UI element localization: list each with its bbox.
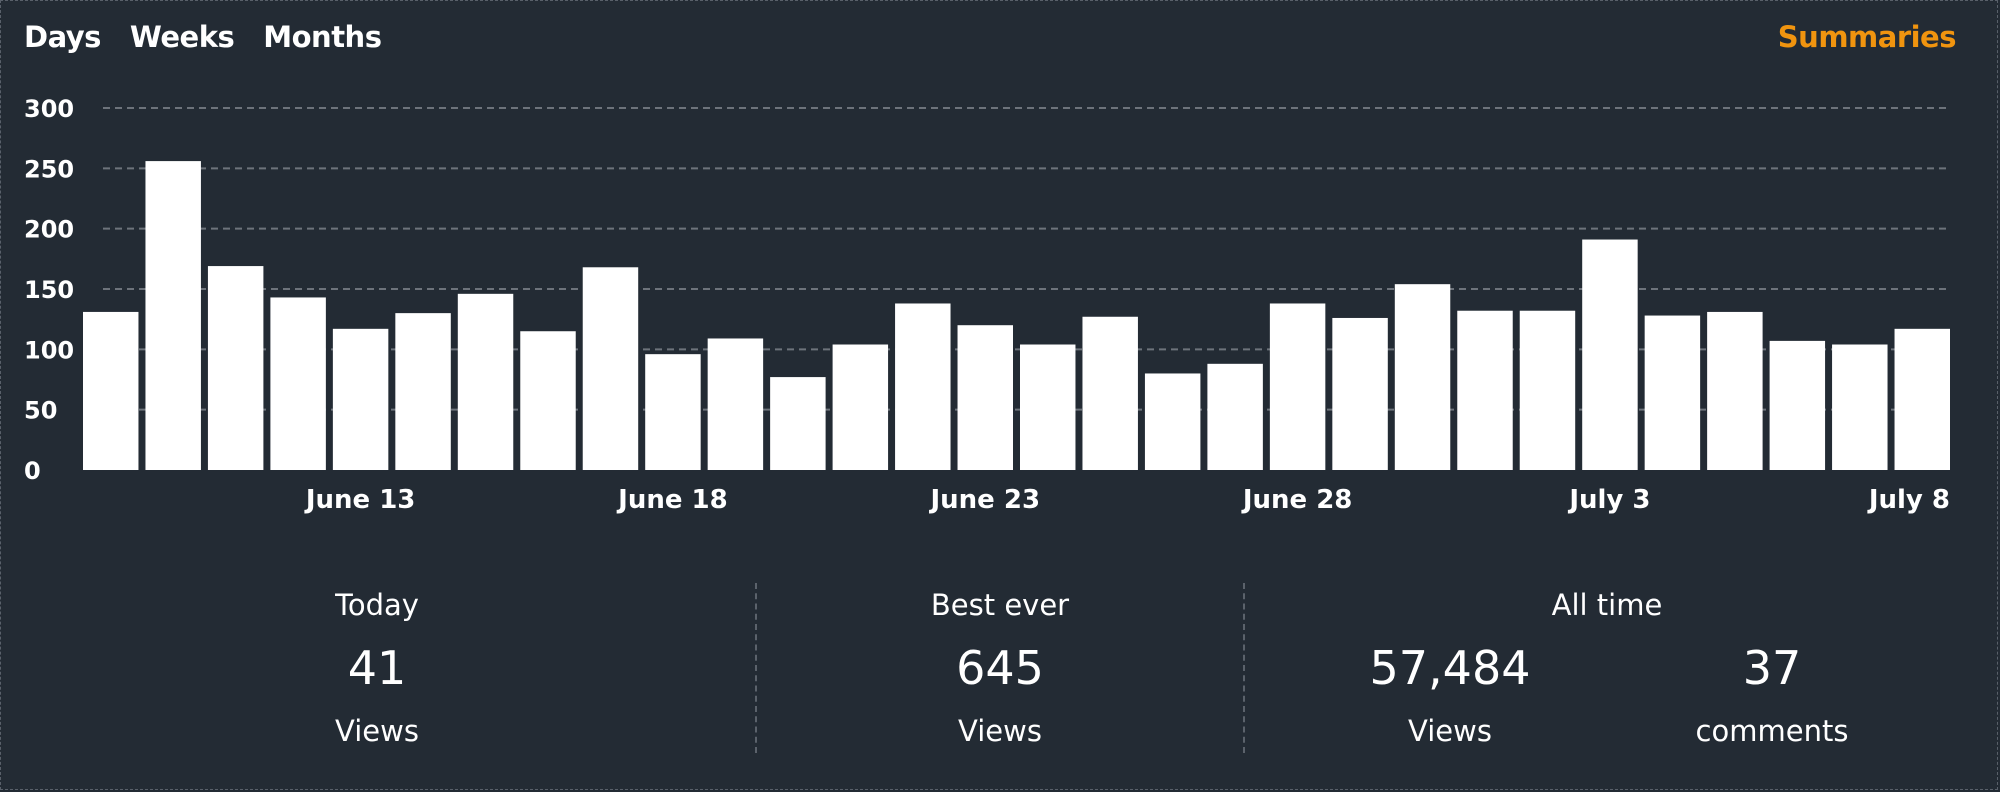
y-tick-label: 250: [24, 155, 74, 183]
bar[interactable]: [1582, 239, 1638, 470]
bar[interactable]: [1457, 310, 1513, 470]
bar[interactable]: [1144, 373, 1201, 470]
bar[interactable]: [207, 266, 264, 470]
views-bar-chart: 0 50 100 150 200 250 300 June 13 June 18 June 23…: [24, 95, 1950, 515]
x-tick-label: June 23: [928, 485, 1040, 515]
stat-all-time-comments-unit: comments: [1695, 714, 1849, 748]
x-tick-label: July 3: [1567, 485, 1650, 515]
bar[interactable]: [1020, 344, 1076, 470]
stat-best-unit: Views: [958, 714, 1042, 748]
stat-best-label: Best ever: [930, 588, 1070, 622]
bar[interactable]: [1644, 315, 1701, 470]
bar[interactable]: [1769, 340, 1826, 470]
bar[interactable]: [1394, 284, 1451, 470]
x-tick-label: July 8: [1867, 485, 1950, 515]
y-tick-label: 300: [24, 95, 74, 123]
bar[interactable]: [1269, 303, 1326, 470]
y-tick-label: 150: [24, 276, 74, 304]
bar[interactable]: [395, 313, 451, 470]
bar[interactable]: [957, 325, 1013, 470]
stat-today-value: 41: [347, 641, 407, 695]
y-axis-ticks: 0 50 100 150 200 250 300: [24, 95, 74, 485]
bar[interactable]: [83, 311, 139, 470]
tab-weeks[interactable]: Weeks: [129, 20, 235, 54]
stat-today-label: Today: [335, 588, 419, 622]
stat-today: Today 41 Views: [277, 586, 477, 750]
bar[interactable]: [1707, 311, 1763, 470]
stat-all-time-comments: 37 comments: [1672, 586, 1872, 750]
bar[interactable]: [270, 297, 326, 470]
stat-all-time-views-unit: Views: [1408, 714, 1492, 748]
chart-grid: [103, 107, 1948, 411]
stat-all-time-comments-value: 37: [1742, 641, 1802, 695]
stat-all-time-views: 57,484 Views: [1350, 586, 1550, 750]
x-tick-label: June 18: [616, 485, 728, 515]
bar[interactable]: [332, 328, 389, 470]
stat-all-time-label: All time: [1551, 588, 1663, 622]
stat-today-unit: Views: [335, 714, 419, 748]
stat-all-time-header: All time: [1457, 586, 1757, 624]
stat-best-ever: Best ever 645 Views: [870, 586, 1130, 750]
bar[interactable]: [1832, 344, 1888, 470]
bar[interactable]: [707, 338, 764, 470]
bar[interactable]: [520, 331, 576, 470]
tab-months[interactable]: Months: [263, 20, 382, 54]
x-tick-label: June 28: [1241, 485, 1353, 515]
bar[interactable]: [457, 293, 514, 470]
stat-all-time-views-value: 57,484: [1369, 641, 1531, 695]
y-tick-label: 50: [24, 397, 57, 425]
x-tick-label: June 13: [304, 485, 416, 515]
bar[interactable]: [895, 303, 951, 470]
y-tick-label: 200: [24, 216, 74, 244]
chart-bars: [83, 161, 1950, 470]
summaries-link[interactable]: Summaries: [1777, 20, 1957, 54]
bar[interactable]: [1082, 316, 1138, 470]
y-tick-label: 0: [24, 457, 41, 485]
bar[interactable]: [832, 344, 889, 470]
y-tick-label: 100: [24, 336, 74, 364]
x-axis-ticks: June 13 June 18 June 23 June 28 July 3 July 8: [304, 485, 1950, 515]
bar[interactable]: [1207, 363, 1263, 470]
stat-best-value: 645: [956, 641, 1044, 695]
bar[interactable]: [770, 377, 826, 470]
bar[interactable]: [645, 354, 701, 470]
bar[interactable]: [582, 267, 639, 470]
bar[interactable]: [145, 161, 201, 470]
stat-divider: [1243, 583, 1245, 753]
bar[interactable]: [1332, 317, 1388, 470]
bar[interactable]: [1894, 328, 1950, 470]
bar[interactable]: [1519, 310, 1576, 470]
stat-divider: [755, 583, 757, 753]
period-tabs: Days Weeks Months: [24, 20, 382, 54]
tab-days[interactable]: Days: [24, 20, 101, 54]
